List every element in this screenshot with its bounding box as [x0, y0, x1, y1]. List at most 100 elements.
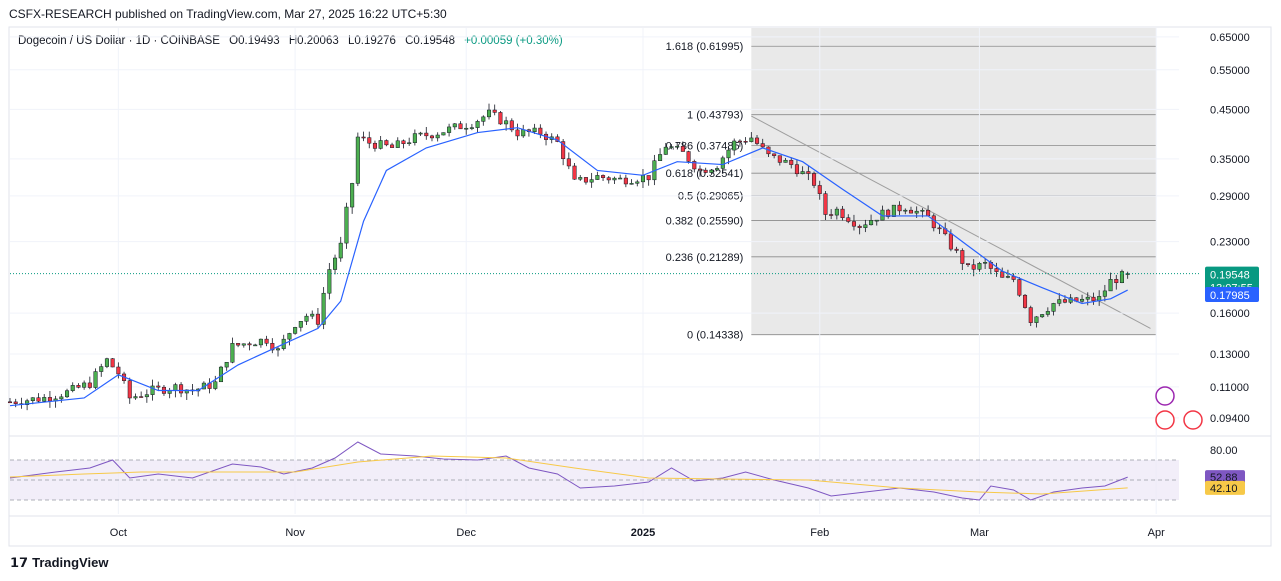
candle: [42, 394, 47, 403]
candle: [390, 142, 395, 148]
candle: [965, 263, 971, 267]
candle-body: [977, 263, 982, 270]
candle-body: [583, 177, 588, 183]
candle-body: [749, 137, 754, 142]
candle-body: [532, 127, 537, 132]
candle-body: [344, 206, 349, 244]
candle: [857, 224, 862, 235]
time-axis-label: Mar: [970, 527, 989, 539]
symbol-legend: Dogecoin / US Dollar · 1D · COINBASE O0.…: [18, 35, 563, 47]
fibonacci-retracement: 1.618 (0.61995) 1 (0.43793) 0.786 (0.37485…: [666, 28, 1157, 342]
candle: [715, 166, 720, 171]
candle-body: [1023, 294, 1028, 308]
price-axis-label: 0.09400: [1210, 413, 1250, 425]
candle-body: [287, 333, 292, 340]
candle: [772, 153, 777, 159]
candle: [304, 313, 309, 326]
candle: [384, 139, 389, 147]
candle: [264, 335, 269, 347]
candle: [755, 135, 760, 146]
price-axis-label: 0.65000: [1210, 32, 1250, 44]
candle-body: [230, 343, 235, 363]
candle: [412, 129, 417, 146]
candle-body: [390, 144, 395, 148]
candle-body: [623, 177, 628, 185]
time-axis-label: Apr: [1148, 527, 1165, 539]
fib-level-label: 0 (0.14338): [687, 330, 743, 342]
candle-body: [247, 343, 252, 346]
candle: [863, 219, 868, 233]
candle: [93, 368, 98, 390]
candle-body: [1062, 299, 1067, 303]
candle: [367, 131, 372, 149]
candle-body: [629, 183, 634, 185]
candle-body: [321, 292, 326, 325]
candle-body: [983, 262, 988, 264]
candle-body: [846, 217, 851, 222]
candle: [526, 128, 531, 137]
candle: [618, 174, 623, 180]
candle: [19, 397, 24, 409]
price-axis-label: 0.35000: [1210, 154, 1250, 166]
candle: [418, 131, 423, 136]
candle: [561, 138, 566, 166]
candle-body: [1114, 279, 1119, 283]
candle: [743, 137, 748, 145]
candle: [1051, 302, 1056, 316]
candle-body: [715, 168, 720, 171]
candle: [658, 148, 663, 161]
candle: [236, 342, 241, 348]
candle-body: [1000, 271, 1005, 278]
candle: [99, 363, 104, 377]
price-axis-label: 0.29000: [1210, 191, 1250, 203]
candle: [464, 123, 469, 135]
candle: [760, 138, 765, 149]
price-axis-label: 0.16000: [1210, 308, 1250, 320]
candle: [583, 177, 588, 185]
candle: [1108, 272, 1113, 292]
candle-body: [87, 382, 92, 388]
candle: [954, 246, 959, 254]
candle-body: [82, 382, 87, 388]
candle-body: [640, 175, 645, 183]
candle: [70, 382, 75, 393]
fib-level-label: 0.236 (0.21289): [666, 252, 744, 264]
high-value: H0.20063: [288, 35, 339, 47]
close-value: C0.19548: [405, 35, 455, 47]
candle-body: [1108, 279, 1113, 292]
rsi-pane: [9, 441, 1179, 501]
candle: [891, 204, 896, 217]
candle-body: [515, 129, 520, 137]
candle: [475, 119, 480, 133]
candle: [806, 166, 811, 181]
candle: [680, 141, 685, 152]
candle-body: [258, 338, 263, 346]
chart-frame: [8, 26, 1272, 547]
us-flag-icon: [1183, 410, 1203, 430]
candle: [179, 382, 184, 398]
candle: [1114, 274, 1119, 290]
candle-body: [834, 208, 839, 216]
candle-body: [452, 123, 457, 128]
candle: [1034, 316, 1039, 328]
event-icons: [1155, 386, 1203, 430]
descending-trendline: [751, 115, 1151, 329]
candle-body: [789, 159, 794, 165]
candle-body: [7, 401, 13, 404]
candle-body: [1028, 307, 1033, 323]
candle-body: [492, 109, 497, 113]
candle: [435, 132, 440, 142]
candle: [686, 150, 691, 164]
candle-body: [680, 145, 685, 152]
candle: [566, 152, 571, 170]
candle: [378, 135, 383, 150]
tradingview-logo[interactable]: 𝟭𝟳 TradingView: [10, 555, 108, 571]
candle: [589, 172, 594, 188]
candle: [247, 341, 252, 351]
candle: [361, 131, 366, 142]
candle-body: [561, 141, 566, 159]
candle: [441, 132, 446, 136]
candle: [1102, 284, 1107, 302]
candle-body: [355, 136, 360, 184]
